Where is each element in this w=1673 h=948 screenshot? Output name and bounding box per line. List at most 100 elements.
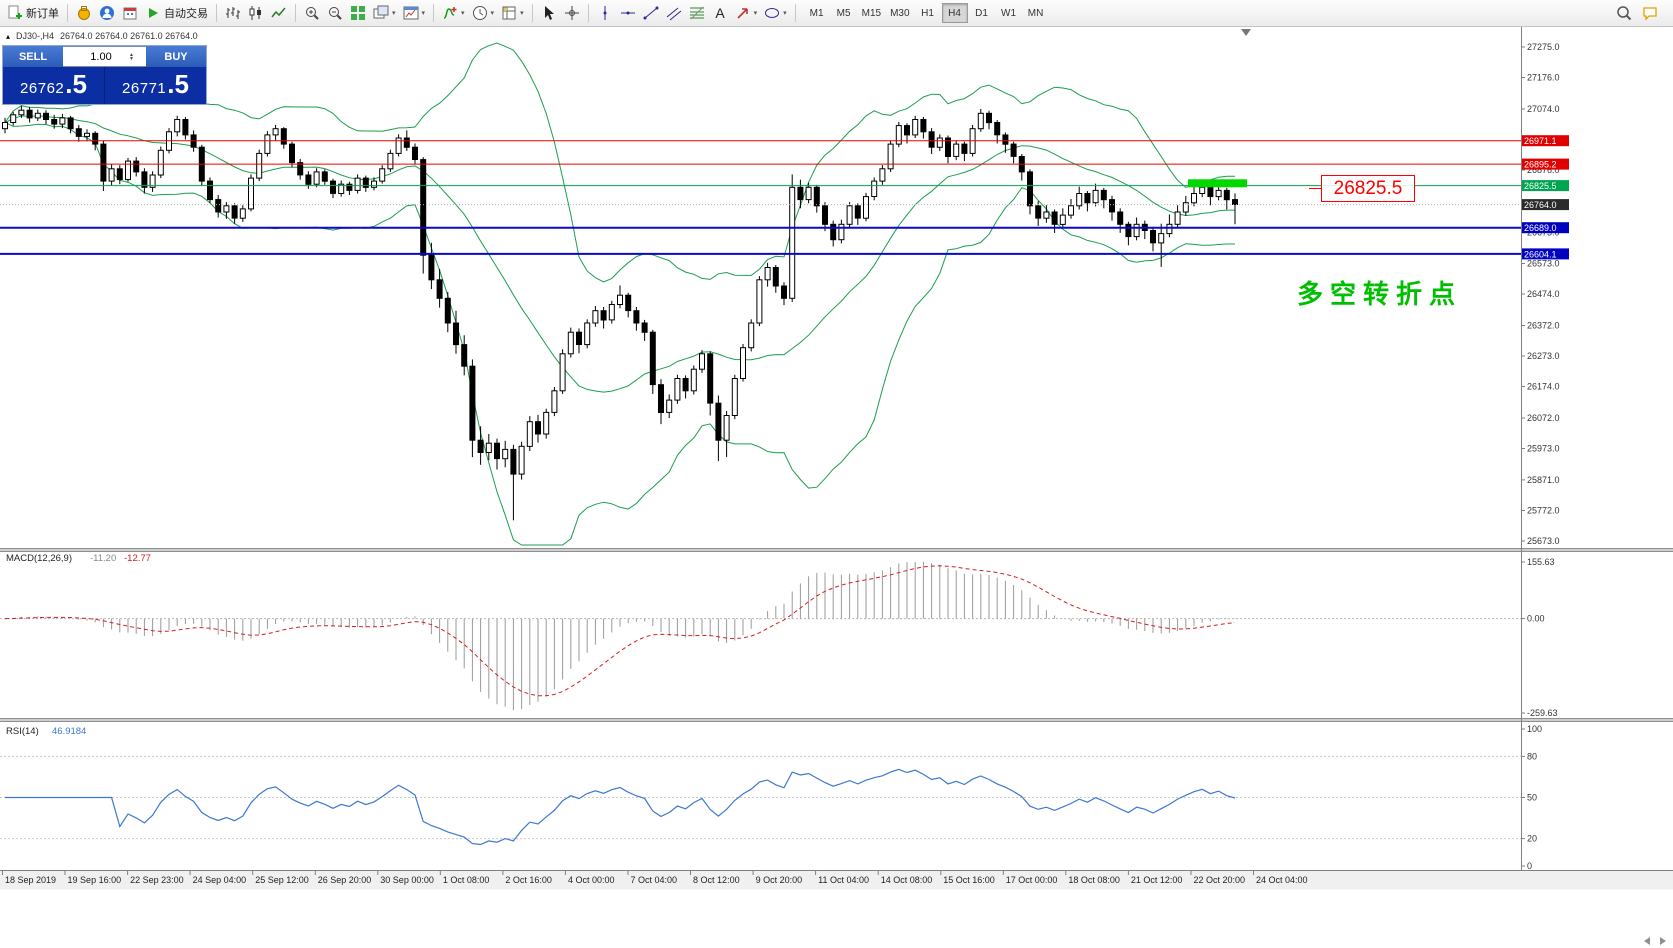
timeframe-group: M1 M5 M15 M30 H1 H4 D1 W1 MN: [804, 3, 1049, 23]
tile-windows-button[interactable]: [347, 2, 369, 24]
vertical-line-button[interactable]: [594, 2, 616, 24]
time-tick-label: 15 Oct 16:00: [943, 875, 995, 885]
cursor-button[interactable]: [538, 2, 560, 24]
new-chart-button[interactable]: ▾: [370, 2, 399, 24]
level-price-label: 26895.2: [1524, 160, 1557, 170]
templates-button[interactable]: ▾: [498, 2, 527, 24]
scroll-right-arrow[interactable]: [1660, 937, 1666, 945]
bar-chart-mode-button[interactable]: [222, 2, 244, 24]
buy-price-main: 26771: [122, 80, 167, 97]
stepper-up-icon[interactable]: ▲: [129, 51, 134, 58]
callout-tick: [1309, 188, 1322, 189]
time-tick-label: 30 Sep 00:00: [380, 875, 434, 885]
zoom-in-button[interactable]: [301, 2, 323, 24]
timeframe-m5-button[interactable]: M5: [831, 3, 857, 23]
zoom-out-button[interactable]: [324, 2, 346, 24]
macd-scale-label: -259.63: [1527, 708, 1558, 718]
sell-button[interactable]: SELL: [3, 46, 63, 67]
periods-button[interactable]: ▾: [469, 2, 498, 24]
chat-button[interactable]: [1639, 2, 1661, 24]
level-price-label: 26689.0: [1524, 223, 1557, 233]
dropdown-arrow-icon: ▾: [421, 10, 426, 17]
timeframe-w1-button[interactable]: W1: [996, 3, 1022, 23]
highlight-bar[interactable]: [1188, 179, 1247, 188]
trade-panel-prices-row: 26762 .5 26771 .5: [3, 67, 206, 104]
sell-price-main: 26762: [20, 80, 65, 97]
cascade-icon: [373, 5, 389, 21]
timeframe-m1-button[interactable]: M1: [804, 3, 830, 23]
price-tick-label: 26273.0: [1527, 351, 1560, 361]
timeframe-h4-button[interactable]: H4: [941, 3, 968, 23]
indicators-button[interactable]: ▾: [439, 2, 468, 24]
hline-icon: [620, 5, 636, 21]
chart-window-icon: [403, 5, 419, 21]
timeframe-m15-button[interactable]: M15: [858, 3, 885, 23]
dropdown-arrow-icon: ▾: [490, 10, 495, 17]
time-axis[interactable]: 18 Sep 2019 19 Sep 16:00 22 Sep 23:00 24 Se…: [0, 870, 1673, 890]
volume-input[interactable]: [75, 49, 128, 64]
stepper-down-icon[interactable]: ▼: [129, 55, 134, 62]
line-chart-mode-button[interactable]: [268, 2, 290, 24]
candle-chart-mode-button[interactable]: [245, 2, 267, 24]
volume-field[interactable]: ▲▼: [63, 46, 146, 67]
arrows-tool-button[interactable]: ▾: [732, 2, 761, 24]
timeframe-h1-button[interactable]: H1: [915, 3, 941, 23]
price-tick-label: 25871.0: [1527, 475, 1560, 485]
price-callout[interactable]: 26825.5: [1309, 175, 1415, 202]
time-tick-label: 7 Oct 04:00: [631, 875, 678, 885]
panel-separator[interactable]: [0, 548, 1673, 552]
scroll-left-arrow[interactable]: [1644, 937, 1650, 945]
rsi-panel: [0, 755, 1521, 846]
fibonacci-icon: [689, 5, 705, 21]
tile-grid-icon: [350, 5, 366, 21]
sell-price-frac: .5: [65, 69, 87, 99]
timeframe-mn-button[interactable]: MN: [1023, 3, 1049, 23]
search-button[interactable]: [1613, 2, 1635, 24]
toolbar: 新订单 自动交易 ▾ ▾ ▾ ▾ ▾ A ▾ ▾ M1 M5 M15 M30 H1 H4 D1 W1 MN: [0, 0, 1673, 27]
horizontal-line-button[interactable]: [617, 2, 639, 24]
level-price-label: 26604.1: [1524, 249, 1557, 259]
shift-marker[interactable]: [1241, 29, 1251, 36]
autotrading-icon: [145, 5, 161, 21]
rsi-scale-label: 50: [1527, 793, 1537, 803]
toolbar-right-group: [1613, 2, 1661, 24]
shapes-tool-button[interactable]: ▾: [761, 2, 790, 24]
crosshair-button[interactable]: [561, 2, 583, 24]
trade-panel-buttons-row: SELL ▲▼ BUY: [3, 46, 206, 67]
price-tick-label: 27074.0: [1527, 104, 1560, 114]
search-icon: [1616, 5, 1632, 21]
market-button[interactable]: [73, 2, 95, 24]
volume-stepper[interactable]: ▲ ▼: [129, 51, 134, 62]
profiles-button[interactable]: ▾: [400, 2, 429, 24]
new-order-button[interactable]: 新订单: [4, 2, 62, 24]
trendline-button[interactable]: [640, 2, 662, 24]
community-button[interactable]: [96, 2, 118, 24]
text-tool-button[interactable]: A: [709, 2, 731, 24]
rsi-scale-label: 20: [1527, 834, 1537, 844]
horizontal-lines[interactable]: [0, 140, 1521, 255]
chart-canvas[interactable]: 27275.027176.027074.026876.026673.026573…: [0, 27, 1673, 948]
macd-label: MACD(12,26,9): [6, 553, 72, 564]
price-axis[interactable]: 27275.027176.027074.026876.026673.026573…: [1521, 27, 1569, 871]
time-tick-label: 2 Oct 16:00: [505, 875, 552, 885]
buy-price[interactable]: 26771 .5: [105, 67, 206, 104]
shapes-icon: [764, 5, 780, 21]
timeframe-m30-button[interactable]: M30: [886, 3, 913, 23]
chart-candles-icon: [248, 5, 264, 21]
buy-button[interactable]: BUY: [146, 46, 206, 67]
macd-panel: [0, 561, 1521, 711]
autotrading-button[interactable]: 自动交易: [142, 2, 211, 24]
panel-separator[interactable]: [0, 718, 1673, 722]
economic-calendar-button[interactable]: [119, 2, 141, 24]
equidistant-channel-button[interactable]: [663, 2, 685, 24]
community-icon: [99, 5, 115, 21]
fibonacci-button[interactable]: [686, 2, 708, 24]
turning-point-label[interactable]: 多空转折点: [1297, 280, 1463, 310]
timeframe-d1-button[interactable]: D1: [969, 3, 995, 23]
candles: [2, 105, 1238, 521]
toolbar-separator: [216, 4, 217, 22]
rsi-scale-label: 80: [1527, 751, 1537, 761]
price-tick-label: 25772.0: [1527, 505, 1560, 515]
collapse-panel-icon[interactable]: ▴: [6, 31, 11, 41]
sell-price[interactable]: 26762 .5: [3, 67, 104, 104]
